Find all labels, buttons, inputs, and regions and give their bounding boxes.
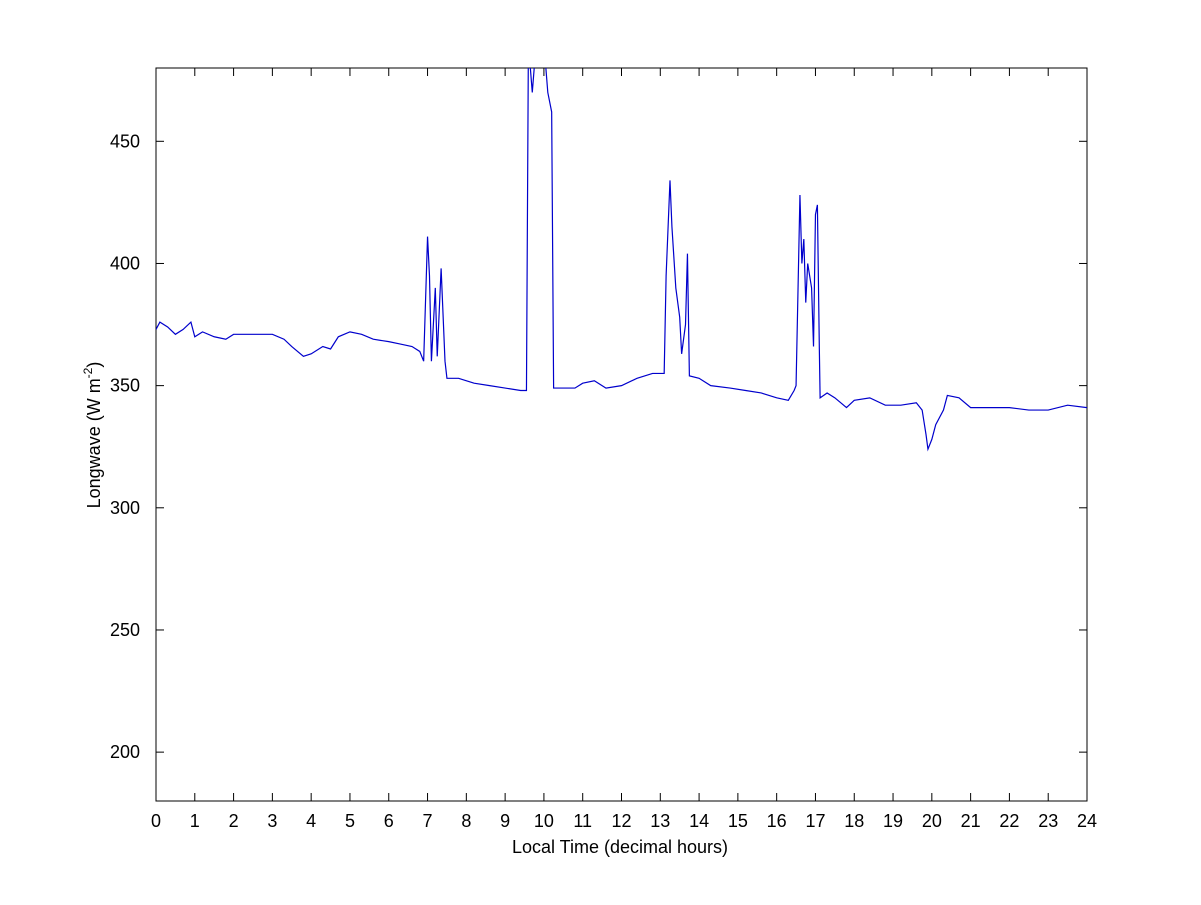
x-tick-label: 8 (461, 811, 471, 831)
x-tick-label: 21 (961, 811, 981, 831)
x-tick-label: 15 (728, 811, 748, 831)
y-label-superscript: -2 (81, 367, 95, 378)
x-tick-label: 11 (573, 811, 592, 831)
x-tick-label: 5 (345, 811, 355, 831)
x-tick-label: 19 (883, 811, 903, 831)
x-tick-label: 2 (229, 811, 239, 831)
x-tick-label: 7 (423, 811, 433, 831)
x-tick-label: 23 (1038, 811, 1058, 831)
y-tick-label: 200 (110, 742, 140, 762)
plot-content (156, 68, 1087, 452)
x-tick-label: 10 (534, 811, 554, 831)
x-tick-label: 22 (999, 811, 1019, 831)
y-tick-label: 450 (110, 131, 140, 151)
x-tick-label: 16 (767, 811, 787, 831)
x-axis-label: Local Time (decimal hours) (512, 837, 728, 857)
y-tick-label: 400 (110, 253, 140, 273)
data-line (156, 68, 1087, 452)
x-tick-label: 3 (267, 811, 277, 831)
y-tick-label: 250 (110, 620, 140, 640)
x-tick-label: 1 (190, 811, 200, 831)
plot-area (155, 67, 1088, 802)
x-tick-label: 9 (500, 811, 510, 831)
x-tick-label: 13 (650, 811, 670, 831)
x-tick-label: 6 (384, 811, 394, 831)
y-label-part: ) (84, 362, 104, 368)
y-label-part: Longwave (W m (84, 378, 104, 508)
x-tick-label: 20 (922, 811, 942, 831)
x-tick-label: 4 (306, 811, 316, 831)
x-tick-label: 24 (1077, 811, 1097, 831)
y-tick-label: 350 (110, 376, 140, 396)
x-tick-label: 18 (844, 811, 864, 831)
x-tick-label: 12 (611, 811, 631, 831)
y-axis-label: Longwave (W m-2) (81, 362, 104, 509)
x-tick-label: 17 (805, 811, 825, 831)
y-tick-label: 300 (110, 498, 140, 518)
x-tick-label: 0 (151, 811, 161, 831)
x-tick-label: 14 (689, 811, 709, 831)
